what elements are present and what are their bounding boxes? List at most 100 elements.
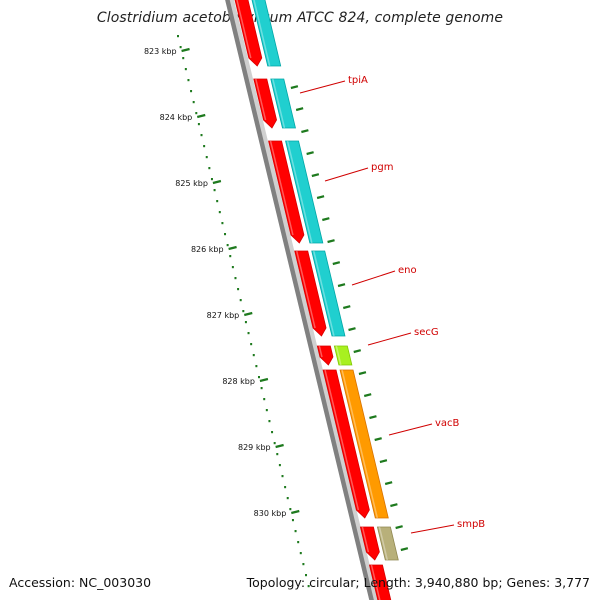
track-tick (316, 195, 325, 200)
cds-block-2-highlight (286, 140, 313, 244)
scale-tick (243, 311, 253, 317)
label-leader-smpB (410, 524, 455, 534)
label-leader-tpiA (299, 80, 346, 94)
scale-dot (271, 431, 274, 434)
scale-dot (208, 167, 211, 170)
cds-block-1-highlight (272, 78, 286, 129)
scale-dot (286, 497, 289, 500)
cds-block-6-highlight (378, 526, 389, 561)
scale-dot (263, 398, 266, 401)
kbp-label: 823 kbp (144, 47, 177, 56)
track-tick (337, 283, 346, 288)
track-tick (311, 173, 320, 178)
gene-labels: tpiA pgm eno secG vacB smpB (299, 75, 485, 534)
scale-dot (190, 90, 193, 93)
cds-block-0 (251, 0, 282, 67)
scale-dot (242, 310, 245, 313)
scale-dot (239, 299, 242, 302)
track-tick (295, 107, 304, 112)
scale-tick (181, 47, 190, 53)
scale-dot (203, 145, 206, 148)
scale-dot (234, 277, 237, 280)
gene-forward-2-highlight (269, 140, 294, 236)
track-tick (390, 503, 398, 508)
label-leader-eno (351, 270, 396, 286)
scale-dot (216, 200, 219, 203)
track-tick (332, 261, 341, 266)
scale-tick (212, 179, 222, 185)
backbone-line (225, 0, 374, 600)
gene-label-tpiA: tpiA (348, 75, 368, 86)
gene-features (234, 0, 399, 600)
track-tick (322, 217, 330, 222)
scale-dot (289, 508, 292, 511)
label-leader-pgm (324, 167, 369, 182)
gene-forward-7 (368, 564, 392, 600)
scale-dot (260, 387, 263, 390)
scale-dot (307, 585, 310, 588)
scale-dot (197, 123, 200, 126)
kbp-label: 825 kbp (175, 179, 208, 188)
scale-dot (184, 68, 187, 71)
scale-dots (177, 35, 310, 588)
scale-dot (226, 244, 229, 247)
scale-dot (182, 57, 185, 60)
scale-dot (252, 354, 255, 357)
scale-dot (195, 112, 198, 115)
label-leader-vacB (388, 423, 433, 436)
cds-block-5-highlight (341, 369, 379, 519)
gene-forward-7-highlight (370, 564, 381, 600)
scale-dot (302, 563, 305, 566)
scale-dot (257, 376, 260, 379)
accession-text: Accession: NC_003030 (9, 575, 152, 590)
track-tick (358, 371, 367, 376)
gene-forward-1-highlight (255, 78, 267, 121)
gene-forward-6-highlight (361, 526, 370, 553)
gene-forward-5 (322, 369, 370, 519)
scale-dot (284, 486, 287, 489)
scale-dot (177, 35, 179, 38)
scale-dot (231, 266, 234, 269)
gene-label-smpB: smpB (457, 519, 485, 530)
kbp-label: 824 kbp (160, 113, 193, 122)
scale-dot (218, 211, 221, 214)
scale-dot (281, 475, 284, 478)
scale-dot (179, 46, 182, 49)
genome-summary-text: Topology: circular; Length: 3,940,880 bp… (246, 575, 590, 590)
cds-block-3-highlight (313, 250, 335, 337)
scale-dot (268, 420, 271, 423)
scale-tick (291, 509, 300, 515)
cds-block-4 (333, 345, 353, 366)
track-tick (327, 239, 335, 244)
scale-ticks (181, 47, 409, 552)
track-tick (395, 525, 403, 530)
scale-dot (221, 222, 224, 225)
scale-dot (244, 321, 247, 324)
track-tick (379, 459, 388, 464)
scale-dot (255, 365, 258, 368)
gene-forward-4-highlight (318, 345, 323, 358)
genome-backbone (225, 0, 379, 600)
kbp-label: 827 kbp (207, 311, 240, 320)
track-tick (348, 327, 356, 332)
gene-label-eno: eno (398, 265, 417, 276)
scale-dot (250, 343, 253, 346)
kbp-label: 830 kbp (254, 509, 287, 518)
scale-dot (297, 541, 300, 544)
track-tick (301, 129, 309, 134)
track-tick (400, 547, 409, 552)
track-tick (290, 85, 299, 90)
scale-dot (273, 442, 276, 445)
scale-dot (247, 332, 250, 335)
label-leader-secG (367, 332, 412, 346)
scale-dot (265, 409, 268, 412)
gene-forward-0 (234, 0, 263, 67)
scale-dot (278, 464, 281, 467)
scale-dot (276, 453, 279, 456)
gene-forward-5-highlight (324, 369, 360, 511)
track-tick (342, 305, 351, 310)
track-tick (384, 481, 393, 486)
cds-block-0-highlight (253, 0, 271, 67)
